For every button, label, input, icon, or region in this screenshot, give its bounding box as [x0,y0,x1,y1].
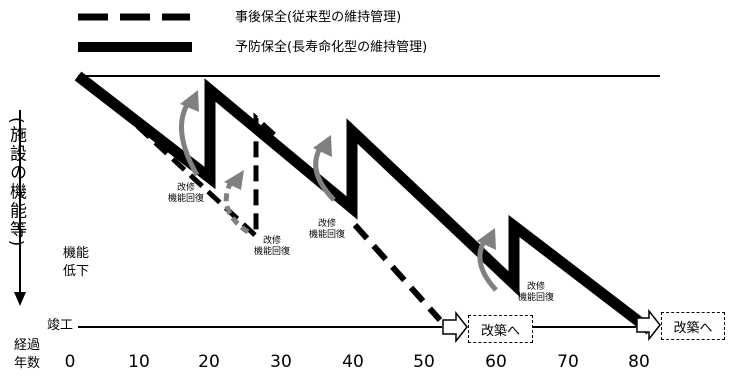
repair-note-3-line-1: 改修 [318,219,337,229]
x-axis-start-label: 竣工 [47,318,74,333]
legend-solid-label: 予防保全(長寿命化型の維持管理) [235,40,428,55]
x-axis-label-2: 年数 [14,356,41,371]
rebuild-box-1: 改築へ [468,315,533,343]
x-tick-0: 0 [64,352,76,372]
repair-note-1-line-1: 改修 [177,183,196,193]
x-tick-60: 60 [485,352,507,372]
repair-note-1-line-2: 機能回復 [168,194,205,205]
x-tick-50: 50 [413,352,435,372]
recovery-arrowhead-1 [180,90,199,112]
y-axis-down-label-2: 低下 [63,264,90,279]
rebuild-box-2: 改築へ [661,312,725,340]
y-axis-down-label-1: 機能 [63,246,90,261]
corrective-maintenance-decline [352,222,443,323]
repair-note-1: 改修 機能回復 [168,183,204,206]
repair-note-4: 改修 機能回復 [518,282,554,305]
recovery-arrowhead-4 [477,228,496,250]
rebuild-arrow-2 [636,308,661,342]
repair-note-2-line-2: 機能回復 [254,247,291,258]
preventive-maintenance-line [74,71,654,335]
repair-note-2-line-1: 改修 [263,236,282,246]
corrective-maintenance-line [118,108,282,242]
repair-note-3-line-2: 機能回復 [309,230,346,241]
recovery-arrow-2 [223,178,250,235]
repair-note-3: 改修 機能回復 [309,219,345,242]
legend-dashed-label: 事後保全(従来型の維持管理) [235,10,402,25]
y-axis-arrowhead [14,292,26,306]
repair-note-4-line-2: 機能回復 [518,293,555,304]
x-tick-10: 10 [128,352,150,372]
x-tick-20: 20 [198,352,220,372]
y-axis-label: (施設の機能等) [6,117,26,249]
x-tick-80: 80 [628,352,650,372]
x-axis-label-1: 経過 [14,338,41,353]
repair-note-2: 改修 機能回復 [254,236,290,259]
x-tick-40: 40 [342,352,364,372]
x-tick-30: 30 [270,352,292,372]
recovery-arrowhead-2 [224,170,244,190]
rebuild-arrow-1 [442,310,468,344]
recovery-arrowhead-3 [313,135,332,157]
x-tick-70: 70 [557,352,579,372]
repair-note-4-line-1: 改修 [527,282,546,292]
